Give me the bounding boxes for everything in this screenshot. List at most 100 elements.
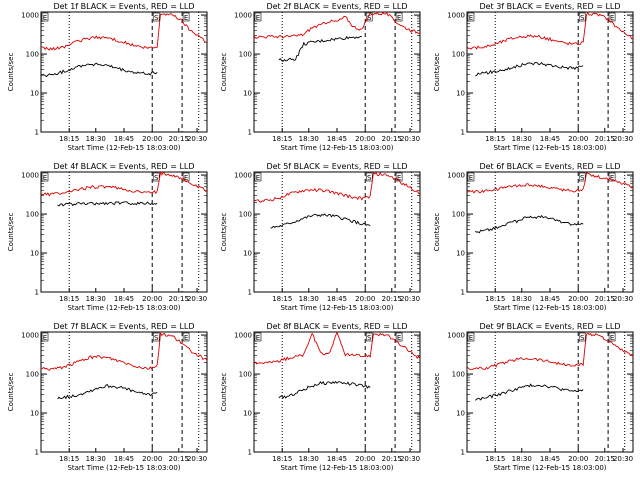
x-axis-label: Start Time (12-Feb-15 18:03:00)	[280, 464, 393, 472]
marker-label: E	[184, 334, 188, 342]
events-series-line	[57, 201, 158, 207]
x-tick-label: 20:15	[382, 295, 402, 303]
x-tick-label: 18:15	[485, 295, 505, 303]
panel-title: Det 9f BLACK = Events, RED = LLD	[479, 322, 620, 331]
panel-title: Det 7f BLACK = Events, RED = LLD	[53, 322, 194, 331]
marker-label: E	[610, 174, 614, 182]
y-tick-label: 1	[35, 449, 39, 457]
marker-label: S	[367, 14, 372, 22]
x-tick-label: 20:30	[400, 295, 420, 303]
y-axis-label: Counts/sec	[220, 53, 228, 92]
events-series-line	[57, 384, 158, 400]
panel-title: Det 6f BLACK = Events, RED = LLD	[479, 162, 620, 171]
marker-label: E	[610, 334, 614, 342]
y-axis-label: Counts/sec	[7, 53, 15, 92]
y-tick-label: 1	[248, 289, 252, 297]
marker-label: S	[580, 14, 585, 22]
marker-label: E	[397, 174, 401, 182]
y-tick-label: 10	[243, 250, 252, 258]
lld-series-line	[466, 332, 634, 371]
y-tick-label: 100	[26, 371, 39, 379]
x-tick-label: 18:30	[512, 135, 532, 143]
marker-label: S	[580, 174, 585, 182]
marker-box	[365, 332, 373, 342]
marker-box	[182, 332, 190, 342]
y-tick-label: 1	[461, 449, 465, 457]
x-tick-label: 20:30	[613, 135, 633, 143]
marker-box	[152, 12, 160, 22]
panel-title: Det 3f BLACK = Events, RED = LLD	[479, 2, 620, 11]
marker-label: S	[154, 174, 159, 182]
x-tick-label: 20:00	[142, 455, 162, 463]
marker-box	[41, 172, 49, 182]
y-tick-label: 100	[26, 51, 39, 59]
y-tick-label: 1	[248, 129, 252, 137]
x-tick-label: 20:15	[169, 455, 189, 463]
x-tick-label: 18:45	[114, 455, 134, 463]
y-tick-label: 100	[452, 51, 465, 59]
x-tick-label: 20:15	[382, 135, 402, 143]
y-tick-label: 10	[243, 90, 252, 98]
x-tick-label: 18:15	[59, 135, 79, 143]
x-tick-label: 20:15	[595, 295, 615, 303]
marker-label: S	[580, 334, 585, 342]
panel-title: Det 4f BLACK = Events, RED = LLD	[53, 162, 194, 171]
x-tick-label: 18:15	[59, 455, 79, 463]
y-tick-label: 100	[239, 211, 252, 219]
x-tick-label: 18:15	[59, 295, 79, 303]
y-axis-label: Counts/sec	[433, 373, 441, 412]
lld-series-line	[466, 11, 634, 50]
x-tick-label: 18:30	[299, 295, 319, 303]
x-tick-label: 18:30	[299, 455, 319, 463]
x-tick-label: 18:30	[299, 135, 319, 143]
y-tick-label: 1000	[21, 332, 39, 340]
events-series-line	[475, 62, 584, 77]
marker-box	[467, 12, 475, 22]
lld-series-line	[466, 172, 634, 194]
x-tick-label: 20:00	[142, 135, 162, 143]
x-tick-label: 20:15	[169, 135, 189, 143]
x-tick-label: 20:30	[187, 135, 207, 143]
x-tick-label: 20:00	[355, 135, 375, 143]
events-series-line	[40, 62, 158, 78]
y-tick-label: 1	[461, 289, 465, 297]
lld-series-line	[253, 331, 421, 365]
y-tick-label: 10	[456, 90, 465, 98]
y-tick-label: 1000	[447, 332, 465, 340]
x-tick-label: 18:15	[272, 295, 292, 303]
y-tick-label: 10	[30, 410, 39, 418]
marker-box	[395, 332, 403, 342]
y-tick-label: 100	[26, 211, 39, 219]
x-tick-label: 18:30	[86, 295, 106, 303]
y-tick-label: 1000	[21, 172, 39, 180]
marker-box	[395, 172, 403, 182]
marker-label: E	[43, 14, 47, 22]
x-tick-label: 18:45	[540, 135, 560, 143]
lld-series-line	[253, 171, 421, 203]
y-tick-label: 10	[243, 410, 252, 418]
y-tick-label: 10	[30, 90, 39, 98]
y-axis-label: Counts/sec	[433, 213, 441, 252]
x-tick-label: 18:30	[86, 455, 106, 463]
x-axis-label: Start Time (12-Feb-15 18:03:00)	[493, 464, 606, 472]
marker-label: E	[256, 334, 260, 342]
x-axis-label: Start Time (12-Feb-15 18:03:00)	[67, 304, 180, 312]
x-tick-label: 18:45	[540, 455, 560, 463]
panel-title: Det 8f BLACK = Events, RED = LLD	[266, 322, 407, 331]
x-axis-label: Start Time (12-Feb-15 18:03:00)	[67, 464, 180, 472]
x-tick-label: 18:30	[512, 455, 532, 463]
x-axis-label: Start Time (12-Feb-15 18:03:00)	[280, 304, 393, 312]
marker-label: E	[184, 14, 188, 22]
marker-box	[41, 12, 49, 22]
y-tick-label: 1	[35, 129, 39, 137]
marker-label: S	[367, 174, 372, 182]
marker-box	[152, 172, 160, 182]
events-series-line	[278, 35, 362, 62]
x-tick-label: 18:15	[485, 455, 505, 463]
x-tick-label: 20:00	[568, 455, 588, 463]
marker-label: E	[43, 174, 47, 182]
marker-box	[578, 12, 586, 22]
marker-label: E	[43, 334, 47, 342]
marker-box	[182, 12, 190, 22]
marker-label: S	[367, 334, 372, 342]
